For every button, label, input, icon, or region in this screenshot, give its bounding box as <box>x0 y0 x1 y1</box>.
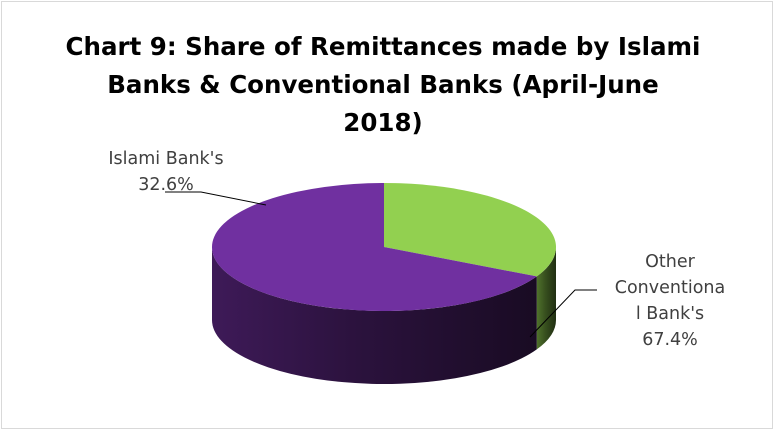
leader-line-0 <box>165 191 267 206</box>
slice-label-1: Other Conventiona l Bank's 67.4% <box>615 252 725 350</box>
pie-3d-side <box>212 247 556 384</box>
slice-label-0: Islami Bank's 32.6% <box>108 149 223 195</box>
slice-labels: Islami Bank's 32.6% Other Conventiona l Bank… <box>108 149 725 350</box>
slice-top-1 <box>212 183 537 311</box>
leader-lines <box>165 191 597 338</box>
slice-side-1 <box>212 247 537 384</box>
slice-side-0 <box>536 247 556 350</box>
chart-title-line-1: Chart 9: Share of Remittances made by Is… <box>65 32 701 61</box>
chart-title-line-3: 2018) <box>343 108 423 137</box>
leader-line-1 <box>529 289 597 338</box>
chart-title-line-2: Banks & Conventional Banks (April-June <box>107 70 659 99</box>
slice-top-0 <box>384 183 556 277</box>
pie-top <box>212 183 556 311</box>
chart-title: Chart 9: Share of Remittances made by Is… <box>60 28 706 142</box>
